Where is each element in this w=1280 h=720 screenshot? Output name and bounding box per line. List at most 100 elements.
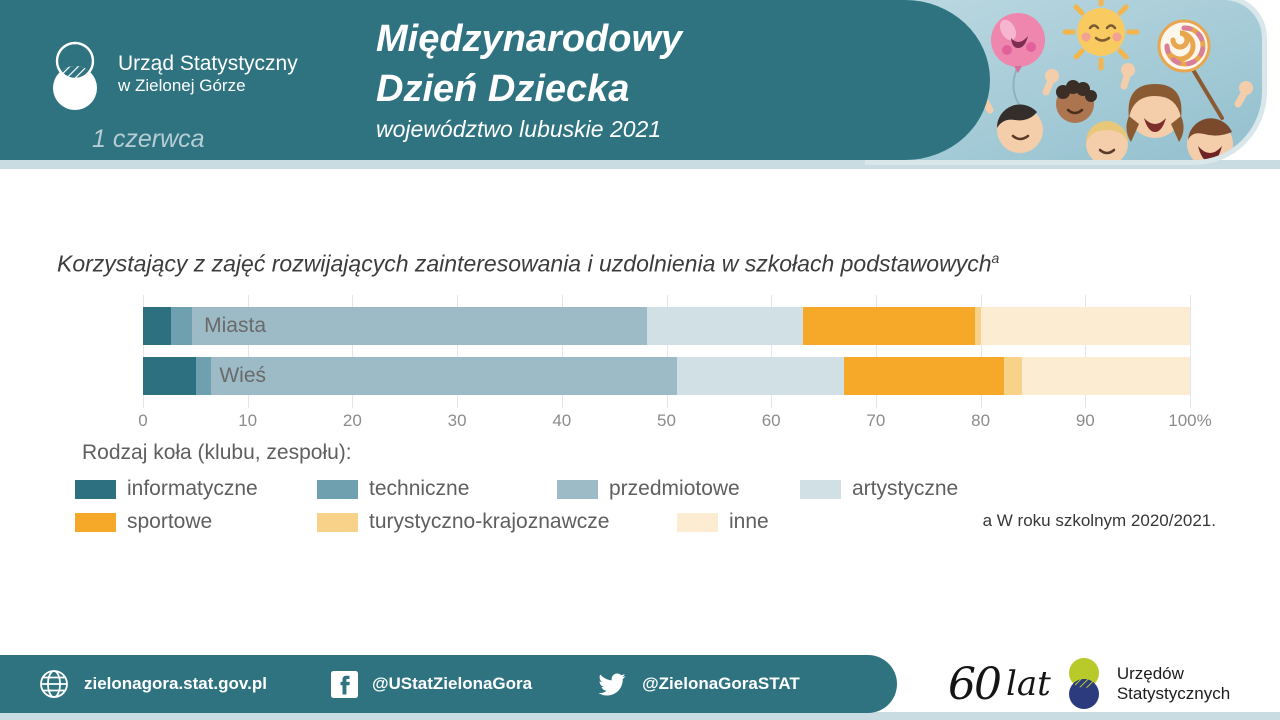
legend-swatch xyxy=(677,512,718,532)
anniversary-text-line2: Statystycznych xyxy=(1116,684,1231,703)
website-link[interactable]: zielonagora.stat.gov.pl xyxy=(38,668,267,700)
legend-label: sportowe xyxy=(127,510,213,533)
legend-item-sportowe: sportowe xyxy=(75,510,212,534)
x-tick-label: 30 xyxy=(447,411,467,430)
legend-item-artystyczne: artystyczne xyxy=(800,477,958,501)
bar-segment-sportowe xyxy=(802,307,976,345)
chart-plot: Miasta Wieś xyxy=(143,295,1191,408)
x-axis-ticks: 0 10 20 30 40 50 60 70 80 90 100% xyxy=(138,411,1211,433)
legend-label: techniczne xyxy=(369,477,470,500)
bar-segment-techniczne xyxy=(171,307,193,345)
date-label: 1 czerwca xyxy=(92,125,205,153)
x-tick-label: 20 xyxy=(342,411,362,430)
org-name: Urząd Statystyczny w Zielonej Górze xyxy=(118,52,298,96)
x-tick-label: 90 xyxy=(1075,411,1095,430)
gridline xyxy=(771,295,773,408)
children-illustration-svg xyxy=(975,0,1253,160)
facebook-icon xyxy=(330,670,358,698)
legend-item-przedmiotowe: przedmiotowe xyxy=(557,477,740,501)
footer-bar: zielonagora.stat.gov.pl @UStatZielonaGor… xyxy=(0,655,897,713)
bar-segment-techniczne xyxy=(196,357,212,395)
balloon-icon xyxy=(991,13,1045,139)
legend-label: artystyczne xyxy=(852,477,959,500)
website-text: zielonagora.stat.gov.pl xyxy=(84,674,267,693)
anniversary-text: Urzędów Statystycznych xyxy=(1117,664,1230,703)
bar-segment-informatyczne xyxy=(143,357,197,395)
gridline xyxy=(143,295,144,408)
bar-segment-inne xyxy=(1022,357,1190,395)
lollipop-icon xyxy=(1157,19,1224,120)
bar-segment-artystyczne xyxy=(676,357,845,395)
anniversary-text-line1: Urzędów xyxy=(1116,664,1184,684)
facebook-link[interactable]: @UStatZielonaGora xyxy=(330,670,533,698)
anniversary-logo: 60 lat Urzędów Statystycznych xyxy=(948,654,1230,714)
twitter-handle: @ZielonaGoraSTAT xyxy=(642,674,800,693)
gridline xyxy=(561,295,563,408)
bar-segment-artystyczne xyxy=(646,307,803,345)
legend-swatch xyxy=(557,479,598,499)
header-band xyxy=(0,0,990,160)
twitter-icon xyxy=(598,673,626,695)
gridline xyxy=(875,295,877,408)
bar-segment-przedmiotowe xyxy=(211,357,677,395)
footnote: a W roku szkolnym 2020/2021. xyxy=(982,511,1216,530)
org-name-line1: Urząd Statystyczny xyxy=(118,52,298,75)
gridline xyxy=(666,295,668,408)
legend-label: turystyczno-krajoznawcze xyxy=(369,510,610,533)
bar-segment-sportowe xyxy=(844,357,1004,395)
bar-segment-turystyczno-krajoznawcze xyxy=(1003,357,1023,395)
page-title: Międzynarodowy Dzień Dziecka województwo… xyxy=(376,14,682,143)
legend-label: inne xyxy=(729,510,769,533)
children-figures xyxy=(975,63,1253,160)
chart-title-text: Korzystający z zajęć rozwijających zaint… xyxy=(57,250,992,277)
legend-swatch xyxy=(75,479,116,499)
x-tick-label: 70 xyxy=(866,411,886,430)
legend-label: informatyczne xyxy=(127,477,258,500)
globe-icon xyxy=(40,670,68,698)
bar-miasta xyxy=(143,307,1190,345)
org-name-line2: w Zielonej Górze xyxy=(118,76,246,96)
chart-title-footnote-marker: a xyxy=(991,250,1000,266)
gridline xyxy=(247,295,249,408)
gridline xyxy=(457,295,459,408)
bar-segment-inne xyxy=(980,307,1190,345)
bar-segment-turystyczno-krajoznawcze xyxy=(975,307,981,345)
legend-swatch xyxy=(317,512,358,532)
statistical-office-logo-icon xyxy=(40,36,110,123)
anniversary-word: lat xyxy=(1006,664,1051,704)
bar-segment-przedmiotowe xyxy=(192,307,647,345)
category-label: Miasta xyxy=(204,314,266,337)
x-tick-label: 10 xyxy=(238,411,258,430)
legend-item-techniczne: techniczne xyxy=(317,477,469,501)
footer-divider-strip xyxy=(0,712,1280,720)
legend-item-inne: inne xyxy=(677,510,769,534)
x-tick-label: 100% xyxy=(1168,411,1212,430)
header-divider-strip xyxy=(0,160,1280,169)
legend-title: Rodzaj koła (klubu, zespołu): xyxy=(82,441,352,464)
legend-swatch xyxy=(75,512,116,532)
gridline xyxy=(352,295,354,408)
x-tick-label: 80 xyxy=(971,411,991,430)
page-title-line2: Dzień Dziecka xyxy=(376,68,630,111)
legend-item-turystyczno-krajoznawcze: turystyczno-krajoznawcze xyxy=(317,510,609,534)
page-subtitle: województwo lubuskie 2021 xyxy=(376,116,662,143)
x-tick-label: 0 xyxy=(138,411,148,430)
legend-swatch xyxy=(800,479,841,499)
legend-swatch xyxy=(317,479,358,499)
gridline xyxy=(980,295,982,408)
category-label: Wieś xyxy=(219,364,266,387)
x-tick-label: 40 xyxy=(552,411,572,430)
statistical-offices-logo-icon xyxy=(1068,658,1099,709)
bar-wieś xyxy=(143,357,1190,395)
bar-segment-informatyczne xyxy=(143,307,172,345)
page-title-line1: Międzynarodowy xyxy=(376,18,683,60)
legend-label: przedmiotowe xyxy=(609,477,740,500)
twitter-link[interactable]: @ZielonaGoraSTAT xyxy=(596,671,800,698)
chart-title: Korzystający z zajęć rozwijających zaint… xyxy=(57,250,999,278)
facebook-handle: @UStatZielonaGora xyxy=(371,674,533,693)
x-tick-label: 50 xyxy=(657,411,676,430)
gridline xyxy=(1085,295,1087,408)
sun-icon xyxy=(1062,0,1140,71)
gridline xyxy=(1190,295,1191,408)
legend-item-informatyczne: informatyczne xyxy=(75,477,258,501)
